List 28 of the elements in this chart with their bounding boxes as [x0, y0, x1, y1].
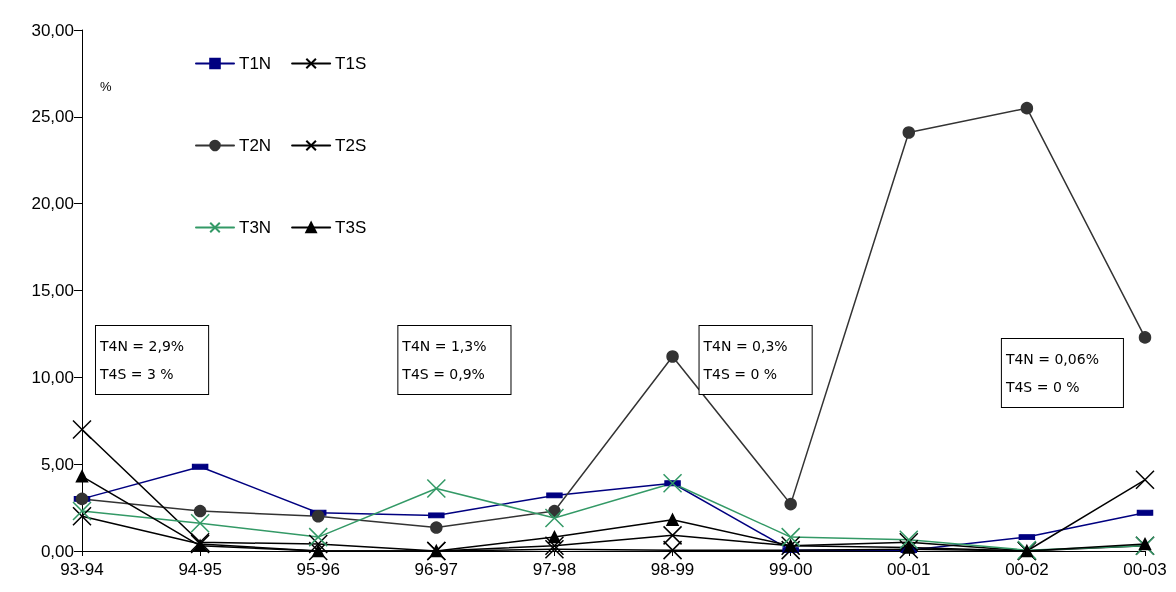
x-tick-label: 94-95	[178, 560, 222, 579]
annotation: T4N = 1,3% T4S = 0,9%	[401, 338, 487, 382]
y-tick-label: 25,00	[31, 107, 74, 127]
legend-label: T1N	[239, 54, 272, 73]
x-tick-label: 99-00	[768, 560, 813, 579]
x-tick-label: 93-94	[60, 560, 104, 579]
y-tick-label: 10,00	[31, 367, 74, 387]
legend-label: T3S	[335, 218, 367, 237]
y-tick-label: 20,00	[31, 194, 74, 214]
y-tick-label: 30,00	[31, 20, 74, 40]
annotation: T4N = 0,3% T4S = 0 %	[702, 338, 788, 382]
x-tick-label: 00-01	[887, 560, 931, 579]
y-tick-label: 0,00	[40, 541, 74, 561]
legend-label: T2S	[335, 136, 367, 155]
y-tick-label: 15,00	[31, 281, 74, 300]
legend-label: T2N	[239, 136, 272, 155]
annotation: T4N = 0,06% T4S = 0 %	[1004, 351, 1099, 395]
x-tick-label: 98-99	[650, 560, 695, 579]
legend-label: T3N	[239, 218, 272, 237]
annotation: T4N = 2,9% T4S = 3 %	[98, 338, 185, 382]
y-axis-title: %	[100, 79, 112, 94]
y-tick-label: 5,00	[40, 454, 74, 474]
x-tick-label: 96-97	[414, 560, 459, 579]
x-tick-label: 95-96	[296, 560, 340, 579]
x-tick-label: 00-03	[1123, 560, 1167, 579]
x-tick-label: 00-02	[1005, 560, 1049, 579]
legend-label: T1S	[335, 54, 367, 73]
x-tick-label: 97-98	[532, 560, 577, 579]
